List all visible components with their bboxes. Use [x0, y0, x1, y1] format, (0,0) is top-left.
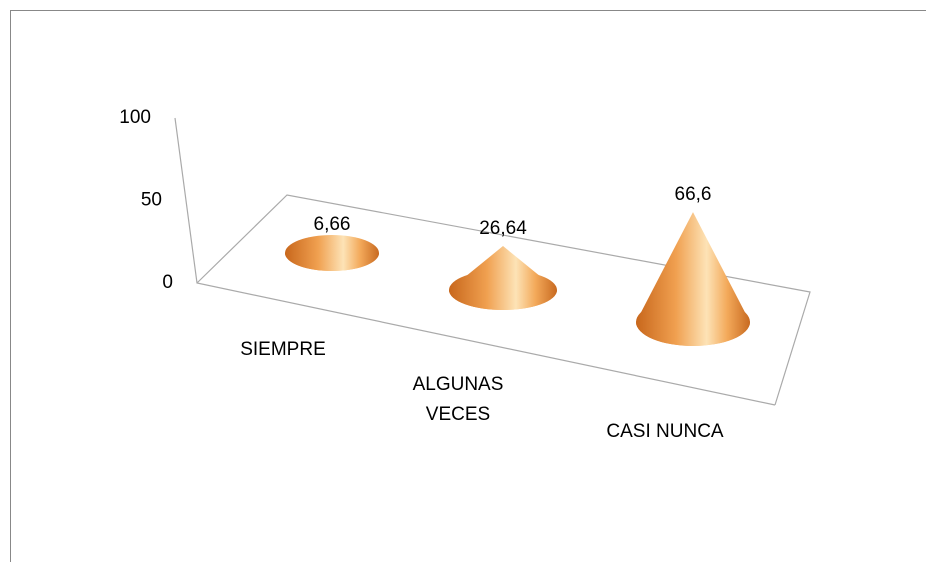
chart-border	[10, 10, 926, 562]
value-label: 26,64	[479, 218, 527, 239]
x-tick-label: SIEMPRE	[240, 339, 326, 360]
value-label: 66,6	[675, 184, 712, 205]
x-tick-label: CASI NUNCA	[606, 421, 724, 442]
x-tick-label: ALGUNAS VECES	[412, 374, 504, 425]
y-tick-label: 0	[162, 272, 173, 293]
cone	[636, 212, 750, 346]
y-tick-label: 100	[119, 107, 151, 128]
floor	[174, 117, 811, 406]
y-tick-label: 50	[141, 190, 162, 211]
cone	[449, 246, 557, 310]
value-label: 6,66	[314, 214, 351, 235]
cone	[285, 242, 379, 271]
